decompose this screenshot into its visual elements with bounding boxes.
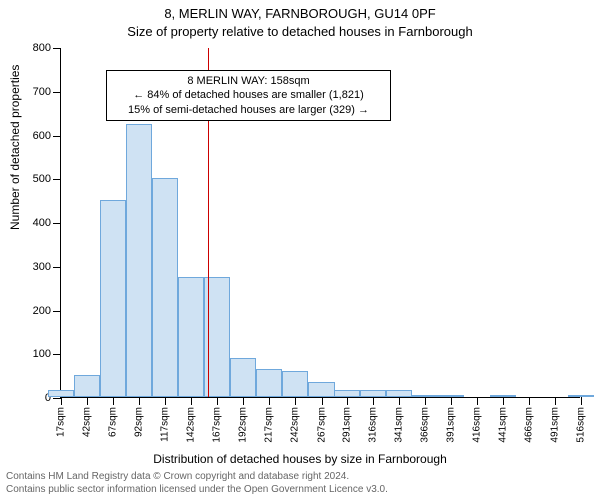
x-tick-label: 117sqm — [160, 407, 171, 442]
histogram-bar — [308, 382, 334, 397]
x-tick — [529, 397, 530, 405]
histogram-bar — [438, 395, 464, 397]
x-tick — [87, 397, 88, 405]
footer-line1: Contains HM Land Registry data © Crown c… — [6, 471, 594, 484]
x-tick-label: 316sqm — [367, 407, 378, 443]
x-tick — [581, 397, 582, 405]
x-tick-label: 67sqm — [108, 407, 119, 437]
x-tick-label: 466sqm — [523, 407, 534, 443]
x-tick — [295, 397, 296, 405]
x-tick-label: 267sqm — [316, 407, 327, 443]
x-tick — [373, 397, 374, 405]
x-tick-label: 242sqm — [290, 407, 301, 443]
x-tick-label: 167sqm — [212, 407, 223, 443]
histogram-bar — [386, 390, 412, 397]
x-tick-label: 17sqm — [56, 407, 67, 437]
x-tick — [451, 397, 452, 405]
x-tick-label: 516sqm — [576, 407, 587, 443]
histogram-bar — [334, 390, 360, 397]
x-tick — [425, 397, 426, 405]
y-tick-label: 300 — [33, 261, 61, 273]
x-tick-label: 391sqm — [445, 407, 456, 443]
histogram-bar — [490, 395, 516, 397]
histogram-bar — [126, 124, 152, 397]
x-tick — [399, 397, 400, 405]
x-tick — [477, 397, 478, 405]
x-tick-label: 92sqm — [134, 407, 145, 437]
annotation-line3: 15% of semi-detached houses are larger (… — [113, 103, 384, 117]
x-tick — [61, 397, 62, 405]
x-tick — [503, 397, 504, 405]
x-tick-label: 491sqm — [549, 407, 560, 443]
histogram-bar — [282, 371, 308, 397]
x-tick-label: 366sqm — [419, 407, 430, 443]
histogram-bar — [152, 178, 178, 397]
x-tick — [165, 397, 166, 405]
chart-title-line1: 8, MERLIN WAY, FARNBOROUGH, GU14 0PF — [0, 6, 600, 21]
histogram-bar — [412, 395, 438, 397]
annotation-box: 8 MERLIN WAY: 158sqm ← 84% of detached h… — [106, 70, 391, 121]
x-tick-label: 291sqm — [341, 407, 352, 443]
footer-line2: Contains public sector information licen… — [6, 484, 594, 497]
y-tick-label: 600 — [33, 130, 61, 142]
annotation-line2: ← 84% of detached houses are smaller (1,… — [113, 88, 384, 102]
footer-attribution: Contains HM Land Registry data © Crown c… — [0, 471, 600, 496]
histogram-bar — [74, 375, 100, 397]
x-tick-label: 142sqm — [186, 407, 197, 443]
annotation-line1: 8 MERLIN WAY: 158sqm — [113, 74, 384, 88]
y-axis-label: Number of detached properties — [8, 65, 22, 230]
histogram-bar — [178, 277, 204, 397]
x-axis-label: Distribution of detached houses by size … — [0, 452, 600, 466]
x-tick-label: 416sqm — [471, 407, 482, 443]
x-tick-label: 42sqm — [82, 407, 93, 437]
x-tick — [217, 397, 218, 405]
y-tick-label: 700 — [33, 86, 61, 98]
x-tick — [113, 397, 114, 405]
x-tick-label: 441sqm — [497, 407, 508, 443]
plot-area: 010020030040050060070080017sqm42sqm67sqm… — [60, 48, 580, 398]
y-tick-label: 200 — [33, 305, 61, 317]
x-tick — [269, 397, 270, 405]
x-tick-label: 217sqm — [264, 407, 275, 443]
histogram-bar — [360, 390, 386, 397]
histogram-bar — [100, 200, 126, 397]
x-tick — [139, 397, 140, 405]
y-tick-label: 500 — [33, 173, 61, 185]
histogram-chart: 8, MERLIN WAY, FARNBOROUGH, GU14 0PF Siz… — [0, 0, 600, 500]
histogram-bar — [568, 395, 594, 397]
y-tick-label: 800 — [33, 42, 61, 54]
y-tick-label: 100 — [33, 348, 61, 360]
chart-title-line2: Size of property relative to detached ho… — [0, 24, 600, 39]
x-tick — [191, 397, 192, 405]
histogram-bar — [48, 390, 74, 397]
x-tick — [322, 397, 323, 405]
x-tick-label: 192sqm — [238, 407, 249, 443]
x-tick — [555, 397, 556, 405]
x-tick — [243, 397, 244, 405]
histogram-bar — [256, 369, 282, 397]
y-tick-label: 400 — [33, 217, 61, 229]
x-tick — [347, 397, 348, 405]
x-tick-label: 341sqm — [393, 407, 404, 443]
histogram-bar — [230, 358, 256, 397]
